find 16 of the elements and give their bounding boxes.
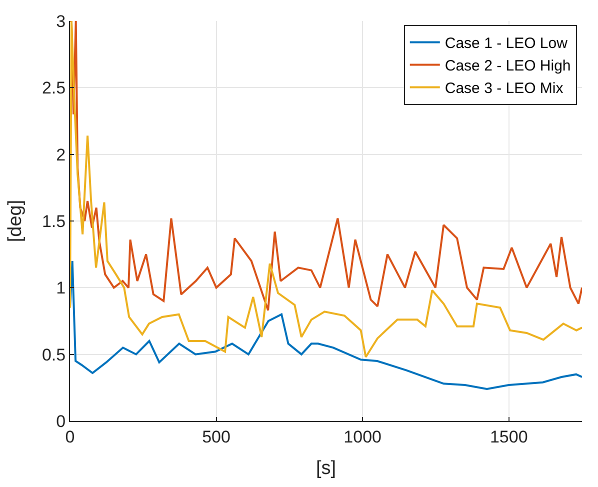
x-tick-label: 1000 [344,427,382,446]
y-tick-label: 2 [56,145,66,164]
x-tick-label: 500 [202,427,230,446]
y-tick-label: 0.5 [42,345,66,364]
y-tick-label: 3 [56,12,66,31]
x-axis-title: [s] [316,458,336,480]
y-tick-label: 1.5 [42,212,66,231]
legend-label: Case 3 - LEO Mix [444,80,564,98]
legend-label: Case 2 - LEO High [444,58,571,75]
y-tick-label: 1 [56,278,66,298]
x-tick-label: 1500 [490,427,528,446]
legend-label: Case 1 - LEO Low [444,35,568,52]
line-series [70,260,582,390]
y-axis-title: [deg] [4,200,26,242]
y-tick-label: 2.5 [42,78,66,98]
y-tick-label: 0 [56,412,66,431]
